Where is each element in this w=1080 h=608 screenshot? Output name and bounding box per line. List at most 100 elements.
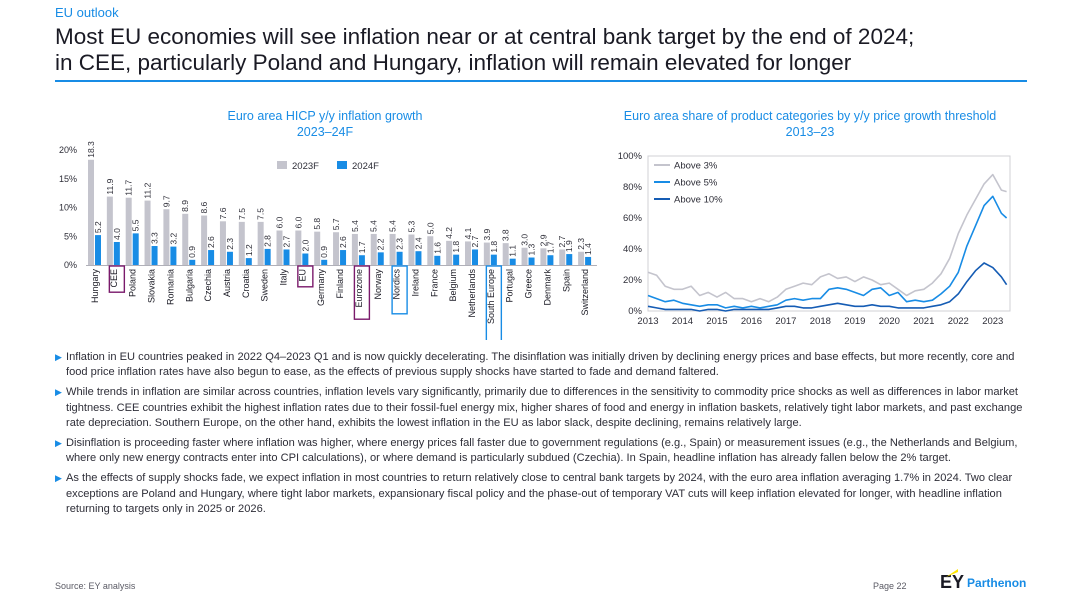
data-label-2024f: 1.7 <box>545 241 555 253</box>
bar-2023f <box>502 243 509 265</box>
bullet-item: ▶ As the effects of supply shocks fade, w… <box>55 471 1030 517</box>
x-tick-label: 2018 <box>810 316 831 327</box>
section-label: EU outlook <box>55 5 119 20</box>
bullet-item: ▶ Inflation in EU countries peaked in 202… <box>55 350 1030 380</box>
y-tick-label: 20% <box>623 275 643 286</box>
data-label-2023f: 5.3 <box>406 220 416 232</box>
category-label: Greece <box>524 269 534 299</box>
highlight-box <box>485 265 503 340</box>
bar-2023f <box>370 233 377 265</box>
legend-label-2024f: 2024F <box>352 161 379 172</box>
data-label-2024f: 0.9 <box>187 246 197 258</box>
category-label: Netherlands <box>467 269 477 318</box>
data-label-2024f: 2.4 <box>413 237 423 249</box>
x-tick-label: 2015 <box>706 316 727 327</box>
y-tick-label: 10% <box>59 203 77 213</box>
data-label-2023f: 5.0 <box>425 222 435 234</box>
bar-2023f <box>276 230 283 265</box>
bar-2024f <box>189 259 196 265</box>
x-tick-label: 2017 <box>775 316 796 327</box>
bar-2024f <box>472 249 478 265</box>
y-tick-label: 0% <box>628 306 642 317</box>
bar-2024f <box>283 249 290 265</box>
x-tick-label: 2020 <box>879 316 900 327</box>
logo-parthenon-text: Parthenon <box>967 575 1027 590</box>
bar-2024f <box>453 254 460 265</box>
logo-ey-text: EY <box>940 572 965 592</box>
data-label-2023f: 3.9 <box>482 228 492 240</box>
data-label-2023f: 2.3 <box>576 238 586 250</box>
bar-chart: 0% 5% 10% 15% 20% 18.3 5.2 Hungary 11.9 4.0 CEE 11.… <box>59 141 597 340</box>
legend-swatch-2023f <box>277 161 287 169</box>
data-label-2024f: 1.4 <box>583 243 593 255</box>
category-label: Sweden <box>260 269 270 302</box>
data-label-2023f: 9.7 <box>161 195 171 207</box>
category-label: Austria <box>222 269 232 297</box>
bar-2023f <box>578 251 585 265</box>
y-tick-label: 0% <box>64 260 77 270</box>
data-label-2023f: 5.7 <box>331 218 341 230</box>
data-label-2023f: 11.2 <box>143 182 153 198</box>
bar-2023f <box>144 200 151 265</box>
data-label-2023f: 8.6 <box>199 201 209 213</box>
bar-2024f <box>340 250 347 265</box>
category-label: EU <box>297 269 307 282</box>
category-label: Finland <box>335 269 345 299</box>
bar-2024f <box>509 258 516 265</box>
data-label-2024f: 3.2 <box>168 233 178 245</box>
bar-2023f <box>182 213 189 265</box>
bullet-text: While trends in inflation are similar ac… <box>66 386 1023 429</box>
data-label-2024f: 1.3 <box>527 243 537 255</box>
bar-2024f <box>434 255 441 265</box>
legend-label-2023f: 2023F <box>292 161 319 172</box>
ey-parthenon-logo: EY Parthenon <box>940 569 1027 594</box>
page-number: Page 22 <box>873 581 907 591</box>
bullet-marker-icon: ▶ <box>55 473 62 484</box>
category-label: Poland <box>128 269 138 297</box>
logo-beam-icon <box>946 569 958 577</box>
data-label-2023f: 5.4 <box>388 220 398 232</box>
category-label: Eurozone <box>354 269 364 308</box>
legend-swatch-2024f <box>337 161 347 169</box>
category-label: Switzerland <box>580 269 590 316</box>
bullet-list: ▶ Inflation in EU countries peaked in 202… <box>55 350 1030 522</box>
data-label-2024f: 1.9 <box>564 240 574 252</box>
x-tick-label: 2023 <box>982 316 1003 327</box>
data-label-2024f: 2.8 <box>263 235 273 247</box>
bar-2023f <box>465 241 471 265</box>
data-label-2024f: 0.9 <box>319 246 329 258</box>
line-chart-title-line-1: Euro area share of product categories by… <box>623 109 997 123</box>
category-label: Germany <box>316 269 326 307</box>
bar-2024f <box>377 252 384 265</box>
data-label-2023f: 2.9 <box>538 234 548 246</box>
bullet-item: ▶ While trends in inflation are similar a… <box>55 385 1030 431</box>
bar-2024f <box>585 256 592 265</box>
data-label-2024f: 1.8 <box>451 241 461 253</box>
x-tick-label: 2016 <box>741 316 762 327</box>
bar-2023f <box>446 240 453 265</box>
category-label: CEE <box>109 269 119 288</box>
title-divider <box>55 80 1027 82</box>
data-label-2024f: 3.3 <box>150 232 160 244</box>
bar-2023f <box>333 232 340 265</box>
source-note: Source: EY analysis <box>55 581 136 591</box>
bar-2024f <box>170 246 177 265</box>
category-label: Romania <box>165 269 175 305</box>
category-label: Spain <box>561 269 571 292</box>
bar-2023f <box>163 209 170 265</box>
category-label: Denmark <box>542 269 552 306</box>
legend-label: Above 10% <box>674 195 723 206</box>
data-label-2024f: 1.6 <box>432 242 442 254</box>
category-label: Norway <box>373 269 383 300</box>
line-chart-title-line-2: 2013–23 <box>785 125 835 139</box>
data-label-2023f: 4.2 <box>444 227 454 239</box>
bar-2024f <box>566 254 573 265</box>
data-label-2023f: 6.0 <box>275 216 285 228</box>
bar-2024f <box>113 242 120 265</box>
category-label: Bulgaria <box>184 269 194 302</box>
data-label-2023f: 11.9 <box>105 178 115 194</box>
category-label: Croatia <box>241 269 251 298</box>
bar-2023f <box>540 248 547 265</box>
data-label-2024f: 2.2 <box>376 238 386 250</box>
category-label: South Europe <box>486 269 496 324</box>
